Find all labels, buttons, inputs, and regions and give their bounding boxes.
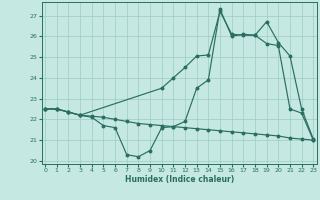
X-axis label: Humidex (Indice chaleur): Humidex (Indice chaleur) [124,175,234,184]
